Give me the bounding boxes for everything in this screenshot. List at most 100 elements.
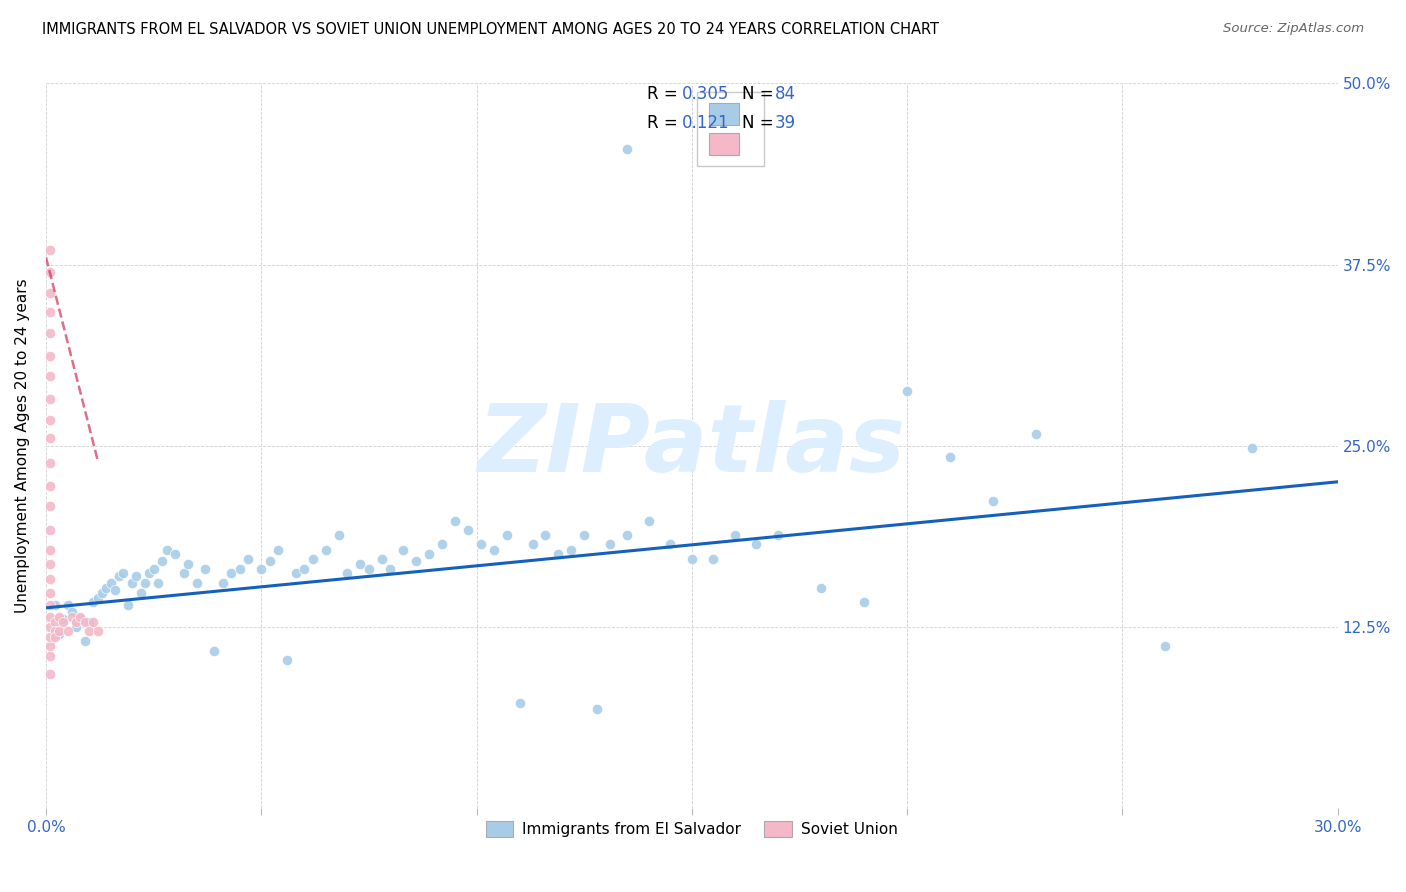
- Immigrants from El Salvador: [599, 537, 621, 551]
- Soviet Union: [39, 392, 62, 407]
- Immigrants from El Salvador: [219, 566, 242, 580]
- Immigrants from El Salvador: [616, 142, 638, 156]
- Soviet Union: [39, 500, 62, 514]
- Immigrants from El Salvador: [173, 566, 195, 580]
- Immigrants from El Salvador: [238, 551, 260, 566]
- Immigrants from El Salvador: [104, 583, 127, 598]
- Immigrants from El Salvador: [560, 542, 582, 557]
- Immigrants from El Salvador: [48, 627, 70, 641]
- Immigrants from El Salvador: [534, 528, 557, 542]
- Immigrants from El Salvador: [44, 598, 66, 612]
- Immigrants from El Salvador: [77, 615, 100, 630]
- Immigrants from El Salvador: [681, 551, 703, 566]
- Immigrants from El Salvador: [73, 634, 96, 648]
- Text: 84: 84: [775, 85, 796, 103]
- Immigrants from El Salvador: [896, 384, 918, 398]
- Immigrants from El Salvador: [392, 542, 415, 557]
- Text: 39: 39: [775, 114, 796, 132]
- Immigrants from El Salvador: [155, 542, 177, 557]
- Immigrants from El Salvador: [302, 551, 325, 566]
- Immigrants from El Salvador: [177, 558, 200, 572]
- Soviet Union: [44, 630, 66, 644]
- Immigrants from El Salvador: [810, 581, 832, 595]
- Immigrants from El Salvador: [186, 576, 208, 591]
- Immigrants from El Salvador: [65, 620, 87, 634]
- Immigrants from El Salvador: [96, 581, 118, 595]
- Immigrants from El Salvador: [315, 542, 337, 557]
- Soviet Union: [39, 609, 62, 624]
- Soviet Union: [39, 620, 62, 634]
- Soviet Union: [39, 639, 62, 653]
- Immigrants from El Salvador: [418, 547, 440, 561]
- Immigrants from El Salvador: [86, 591, 108, 605]
- Text: ZIPatlas: ZIPatlas: [478, 400, 905, 491]
- Soviet Union: [39, 667, 62, 681]
- Soviet Union: [60, 609, 83, 624]
- Immigrants from El Salvador: [91, 586, 114, 600]
- Soviet Union: [39, 542, 62, 557]
- Immigrants from El Salvador: [100, 576, 122, 591]
- Text: N =: N =: [742, 85, 779, 103]
- Soviet Union: [48, 609, 70, 624]
- Immigrants from El Salvador: [470, 537, 492, 551]
- Immigrants from El Salvador: [659, 537, 682, 551]
- Immigrants from El Salvador: [1025, 427, 1047, 442]
- Immigrants from El Salvador: [349, 558, 371, 572]
- Soviet Union: [48, 624, 70, 638]
- Soviet Union: [44, 624, 66, 638]
- Y-axis label: Unemployment Among Ages 20 to 24 years: Unemployment Among Ages 20 to 24 years: [15, 278, 30, 613]
- Immigrants from El Salvador: [509, 697, 531, 711]
- Soviet Union: [39, 431, 62, 445]
- Soviet Union: [39, 286, 62, 301]
- Soviet Union: [69, 609, 91, 624]
- Immigrants from El Salvador: [125, 569, 148, 583]
- Immigrants from El Salvador: [724, 528, 747, 542]
- Immigrants from El Salvador: [405, 554, 427, 568]
- Immigrants from El Salvador: [82, 595, 104, 609]
- Immigrants from El Salvador: [69, 612, 91, 626]
- Immigrants from El Salvador: [138, 566, 160, 580]
- Immigrants from El Salvador: [637, 514, 659, 528]
- Text: R =: R =: [647, 85, 683, 103]
- Immigrants from El Salvador: [1240, 442, 1263, 456]
- Soviet Union: [39, 305, 62, 319]
- Immigrants from El Salvador: [766, 528, 789, 542]
- Immigrants from El Salvador: [52, 612, 75, 626]
- Immigrants from El Salvador: [202, 644, 225, 658]
- Soviet Union: [39, 369, 62, 384]
- Immigrants from El Salvador: [112, 566, 135, 580]
- Immigrants from El Salvador: [211, 576, 233, 591]
- Legend: Immigrants from El Salvador, Soviet Union: Immigrants from El Salvador, Soviet Unio…: [479, 815, 904, 844]
- Immigrants from El Salvador: [444, 514, 467, 528]
- Immigrants from El Salvador: [267, 542, 290, 557]
- Soviet Union: [82, 615, 104, 630]
- Soviet Union: [56, 624, 79, 638]
- Immigrants from El Salvador: [129, 586, 152, 600]
- Soviet Union: [77, 624, 100, 638]
- Immigrants from El Salvador: [482, 542, 505, 557]
- Soviet Union: [39, 648, 62, 663]
- Immigrants from El Salvador: [134, 576, 156, 591]
- Immigrants from El Salvador: [380, 562, 402, 576]
- Immigrants from El Salvador: [457, 523, 479, 537]
- Immigrants from El Salvador: [939, 450, 962, 465]
- Immigrants from El Salvador: [108, 569, 131, 583]
- Soviet Union: [39, 572, 62, 586]
- Soviet Union: [39, 412, 62, 426]
- Soviet Union: [52, 615, 75, 630]
- Text: Source: ZipAtlas.com: Source: ZipAtlas.com: [1223, 22, 1364, 36]
- Immigrants from El Salvador: [430, 537, 453, 551]
- Immigrants from El Salvador: [745, 537, 768, 551]
- Immigrants from El Salvador: [328, 528, 350, 542]
- Immigrants from El Salvador: [981, 493, 1004, 508]
- Immigrants from El Salvador: [336, 566, 359, 580]
- Immigrants from El Salvador: [547, 547, 569, 561]
- Soviet Union: [73, 615, 96, 630]
- Immigrants from El Salvador: [853, 595, 876, 609]
- Soviet Union: [39, 523, 62, 537]
- Soviet Union: [39, 630, 62, 644]
- Immigrants from El Salvador: [250, 562, 273, 576]
- Immigrants from El Salvador: [165, 547, 187, 561]
- Immigrants from El Salvador: [616, 528, 638, 542]
- Immigrants from El Salvador: [522, 537, 544, 551]
